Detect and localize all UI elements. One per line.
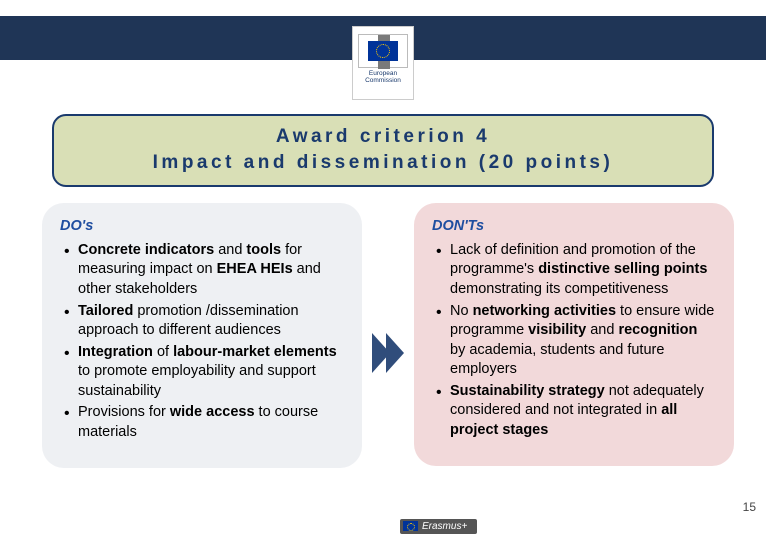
list-item: No networking activities to ensure wide … — [432, 302, 716, 380]
donts-list: Lack of definition and promotion of the … — [432, 241, 716, 441]
page-number: 15 — [743, 500, 756, 514]
list-item: Tailored promotion /dissemination approa… — [60, 302, 344, 341]
dos-card: DO's Concrete indicators and tools for m… — [42, 203, 362, 468]
erasmus-tag: Erasmus+ — [400, 519, 477, 534]
list-item: Sustainability strategy not adequately c… — [432, 382, 716, 441]
list-item: Lack of definition and promotion of the … — [432, 241, 716, 300]
list-item: Provisions for wide access to course mat… — [60, 403, 344, 442]
donts-card: DON'Ts Lack of definition and promotion … — [414, 203, 734, 466]
header: EuropeanCommission — [0, 0, 766, 60]
columns: DO's Concrete indicators and tools for m… — [0, 203, 766, 468]
title-box: Award criterion 4 Impact and disseminati… — [52, 114, 714, 187]
logo-caption: EuropeanCommission — [353, 70, 413, 84]
eu-flag-small-icon — [403, 521, 418, 531]
erasmus-label: Erasmus+ — [422, 521, 467, 532]
title-line1: Award criterion 4 — [70, 124, 696, 150]
title-line2: Impact and dissemination (20 points) — [70, 150, 696, 176]
ec-logo: EuropeanCommission — [352, 26, 414, 100]
dos-list: Concrete indicators and tools for measur… — [60, 241, 344, 443]
dos-heading: DO's — [60, 217, 344, 237]
list-item: Integration of labour-market elements to… — [60, 343, 344, 402]
flag-icon — [358, 34, 408, 68]
donts-heading: DON'Ts — [432, 217, 716, 237]
list-item: Concrete indicators and tools for measur… — [60, 241, 344, 300]
eu-flag-icon — [368, 41, 398, 61]
arrow-icon — [370, 331, 406, 380]
